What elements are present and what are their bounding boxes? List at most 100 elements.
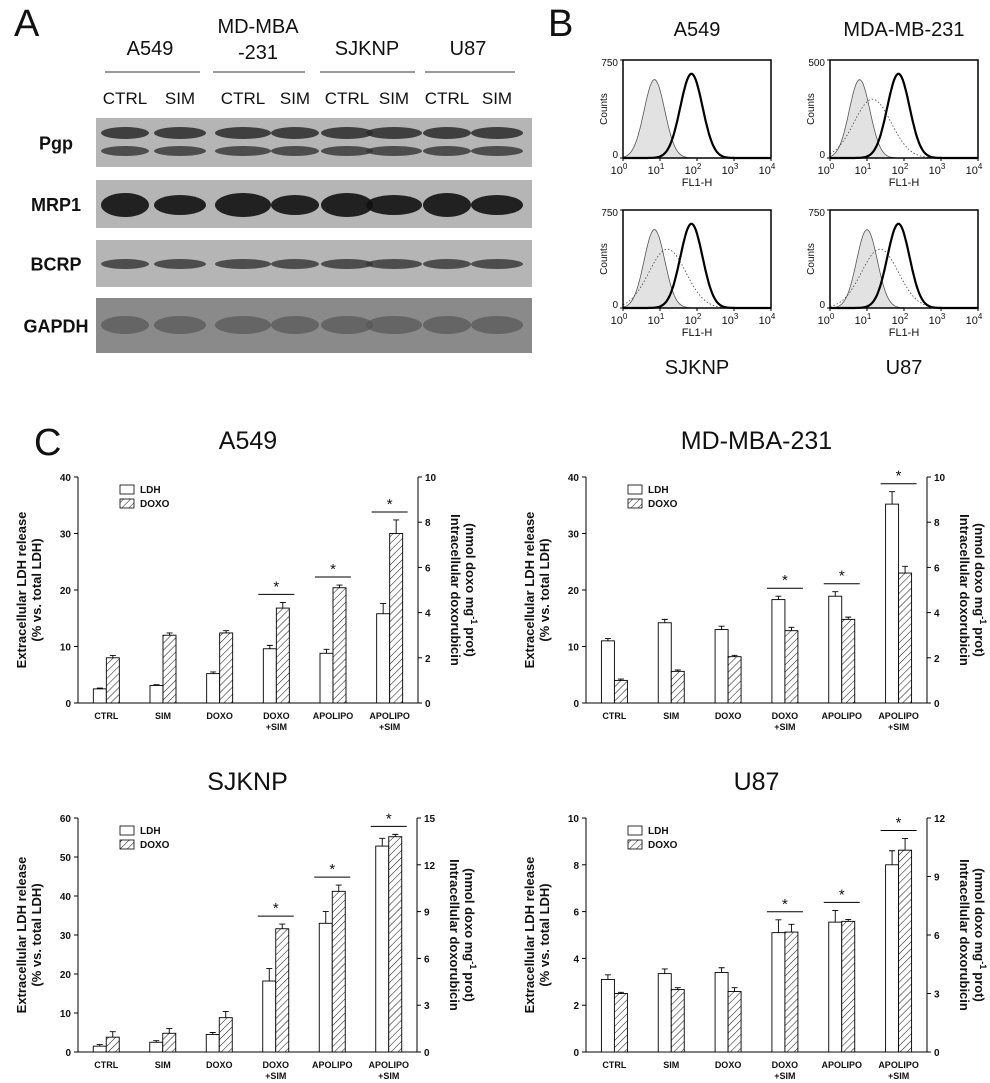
bar [828, 595, 843, 704]
flow-y-tick-label: 500 [808, 58, 825, 69]
flow-dotted [829, 98, 978, 159]
x-tick-label: CTRL [602, 1060, 626, 1070]
x-tick-line: CTRL [94, 1060, 118, 1070]
flow-x-tick-label: 101 [648, 162, 665, 177]
band [215, 193, 271, 217]
y2-axis-label: Intracellular doxorubicin [957, 859, 972, 1011]
flow-x-tick-label: 101 [648, 312, 665, 327]
x-tick-line: DOXO [206, 1060, 233, 1070]
flow-x-tick-label: 102 [685, 162, 702, 177]
error-bar [832, 909, 839, 923]
band [271, 259, 319, 269]
flow-y-tick-label: 750 [601, 58, 618, 69]
tick-exponent: 3 [734, 312, 739, 321]
band [471, 259, 523, 269]
x-tick-label: DOXO [206, 711, 233, 721]
y-axis-label: (% vs. total LDH) [29, 883, 44, 986]
error-bar [392, 833, 399, 837]
error-bar [617, 991, 624, 994]
error-bar [775, 919, 782, 933]
significance-label: * [896, 814, 902, 831]
y2-tick-label: 0 [424, 1048, 430, 1059]
flow-x-label: FL1-H [889, 177, 920, 189]
x-tick-line: CTRL [602, 1060, 626, 1070]
y-tick-label: 8 [573, 861, 579, 872]
error-bar [109, 1031, 116, 1038]
x-tick-line: +SIM [774, 722, 795, 732]
tick-base: 10 [929, 165, 941, 177]
y-tick-label: 50 [60, 853, 72, 864]
bar [771, 599, 786, 704]
error-bar [731, 654, 738, 657]
bar [92, 688, 107, 704]
bar [332, 587, 347, 704]
error-bar [380, 603, 387, 614]
x-tick-line: +SIM [888, 722, 909, 732]
group-label: -231 [238, 42, 278, 64]
flow-title: SJKNP [665, 357, 729, 379]
flow-x-tick-label: 101 [855, 312, 872, 327]
bar [841, 618, 856, 704]
flow-control-area [829, 229, 978, 309]
x-tick-label: DOXO +SIM [772, 711, 799, 732]
x-tick-label: CTRL [94, 1060, 118, 1070]
bar [885, 864, 900, 1053]
legend-label: DOXO [648, 840, 678, 851]
bar [162, 634, 177, 704]
y2-axis-label: (nmol doxo mg-1 prot) [972, 868, 988, 1002]
tick-exponent: 3 [941, 162, 946, 171]
band [154, 195, 206, 215]
flow-y-tick-label: 0 [819, 300, 825, 311]
bar [275, 928, 290, 1053]
error-bar [775, 595, 782, 600]
y2-axis-label: Intracellular doxorubicin [448, 514, 463, 666]
band [471, 316, 523, 334]
x-tick-label: CTRL [94, 711, 118, 721]
error-bar [210, 671, 217, 674]
band [471, 146, 523, 156]
y-tick-label: 40 [60, 892, 72, 903]
bar [613, 679, 628, 704]
y2-tick-label: 12 [424, 861, 436, 872]
x-tick-label: DOXO [715, 1060, 742, 1070]
group-label: MD-MBA [217, 16, 299, 38]
x-tick-line: +SIM [265, 1071, 286, 1081]
bar [331, 890, 346, 1053]
chart-title: MD-MBA-231 [681, 427, 832, 455]
x-tick-line: APOLIPO [368, 1060, 409, 1070]
error-bar [393, 519, 400, 534]
bar [600, 979, 615, 1053]
tick-exponent: 0 [830, 162, 835, 171]
tick-base: 10 [818, 315, 830, 327]
flow-x-tick-label: 100 [818, 162, 835, 177]
y2-tick-label: 6 [425, 563, 431, 574]
flow-y-tick-label: 0 [612, 300, 618, 311]
tick-exponent: 3 [941, 312, 946, 321]
tick-base: 10 [759, 165, 771, 177]
error-bar [674, 669, 681, 672]
lane-label: CTRL [221, 89, 265, 108]
error-bar [845, 616, 852, 620]
x-tick-label: APOLIPO +SIM [368, 1060, 409, 1081]
band [321, 127, 373, 139]
significance-label: * [329, 861, 335, 878]
flow-dotted [622, 248, 771, 309]
bar [275, 607, 290, 704]
y2-axis-label: (nmol doxo mg-1 prot) [462, 868, 478, 1002]
bar [205, 1033, 220, 1053]
band [423, 127, 471, 139]
flow-x-tick-label: 100 [611, 162, 628, 177]
y-tick-label: 10 [60, 1009, 72, 1020]
y2-tick-label: 0 [425, 699, 431, 710]
tick-base: 10 [648, 165, 660, 177]
lane-label: CTRL [425, 89, 469, 108]
bar [206, 673, 221, 704]
error-bar [166, 632, 173, 636]
x-tick-label: APOLIPO +SIM [369, 711, 410, 732]
y-tick-label: 20 [568, 586, 580, 597]
flow-x-tick-label: 102 [685, 312, 702, 327]
band [154, 127, 206, 139]
unit-superscript: -1 [978, 961, 988, 969]
flow-x-tick-label: 102 [892, 312, 909, 327]
band [215, 316, 271, 334]
